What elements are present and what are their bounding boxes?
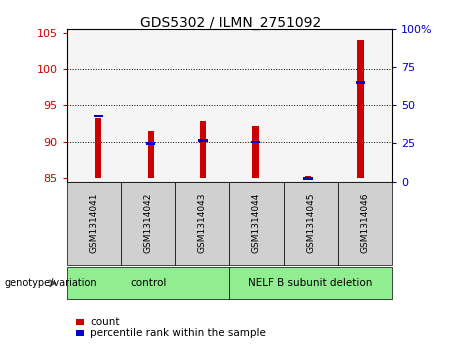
- Text: GSM1314041: GSM1314041: [89, 193, 99, 253]
- Bar: [357, 40, 364, 178]
- Text: GDS5302 / ILMN_2751092: GDS5302 / ILMN_2751092: [140, 16, 321, 30]
- Text: GSM1314046: GSM1314046: [360, 193, 369, 253]
- Text: genotype/variation: genotype/variation: [5, 278, 97, 288]
- Bar: [94, 115, 103, 117]
- Bar: [146, 142, 155, 144]
- Text: GSM1314042: GSM1314042: [143, 193, 153, 253]
- Bar: [356, 81, 365, 83]
- Bar: [251, 140, 260, 143]
- Text: GSM1314045: GSM1314045: [306, 193, 315, 253]
- Text: percentile rank within the sample: percentile rank within the sample: [90, 328, 266, 338]
- Bar: [148, 131, 154, 178]
- Bar: [253, 126, 259, 178]
- Bar: [95, 118, 101, 178]
- Text: NELF B subunit deletion: NELF B subunit deletion: [248, 278, 373, 288]
- Bar: [305, 176, 311, 178]
- Text: count: count: [90, 317, 119, 327]
- Text: GSM1314044: GSM1314044: [252, 193, 261, 253]
- Bar: [198, 139, 208, 142]
- Bar: [303, 177, 313, 180]
- Bar: [200, 121, 206, 178]
- Text: GSM1314043: GSM1314043: [198, 193, 207, 253]
- Text: control: control: [130, 278, 166, 288]
